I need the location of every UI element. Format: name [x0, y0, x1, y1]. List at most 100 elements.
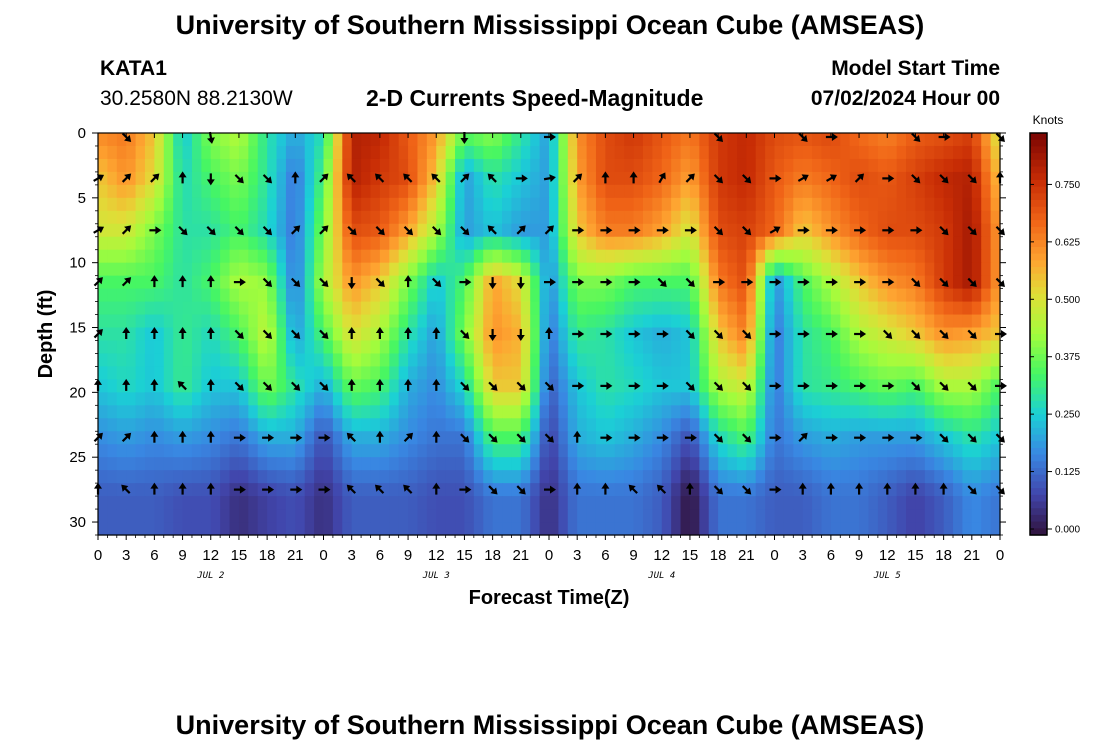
heatmap-cell — [455, 366, 466, 380]
heatmap-cell — [990, 444, 1001, 458]
heatmap-cell — [633, 171, 644, 186]
heatmap-cell — [718, 133, 729, 147]
heatmap-cell — [304, 353, 315, 368]
heatmap-cell — [464, 236, 475, 251]
heatmap-cell — [98, 340, 108, 355]
heatmap-cell — [163, 184, 174, 199]
heatmap-cell — [915, 210, 926, 225]
heatmap-cell — [116, 457, 127, 471]
heatmap-cell — [408, 483, 419, 497]
current-arrow — [713, 132, 724, 142]
heatmap-cell — [953, 133, 964, 147]
heatmap-cell — [285, 197, 296, 212]
heatmap-cell — [567, 522, 578, 536]
heatmap-cell — [558, 483, 569, 497]
heatmap-cell — [389, 223, 400, 238]
heatmap-cell — [962, 405, 973, 419]
heatmap-cell — [915, 444, 926, 458]
heatmap-cell — [718, 340, 729, 355]
heatmap-cell — [173, 431, 184, 445]
heatmap-cell — [210, 353, 221, 368]
heatmap-cell — [398, 327, 409, 342]
heatmap-cell — [708, 418, 719, 432]
heatmap-cell — [924, 133, 935, 147]
heatmap-cell — [126, 301, 137, 316]
heatmap-cell — [98, 158, 108, 173]
heatmap-cell — [342, 457, 353, 471]
heatmap-cell — [934, 158, 945, 173]
current-arrow — [798, 132, 808, 142]
current-arrow — [432, 430, 441, 443]
heatmap-cell — [285, 145, 296, 160]
heatmap-cell — [953, 210, 964, 225]
heatmap-cell — [943, 145, 954, 160]
heatmap-cell — [746, 223, 757, 238]
heatmap-cell — [699, 431, 710, 445]
heatmap-cell — [595, 158, 606, 173]
heatmap-cell — [859, 509, 870, 523]
heatmap-cell — [689, 133, 700, 147]
current-arrow — [713, 225, 724, 236]
heatmap-cell — [361, 210, 372, 225]
heatmap-cell — [699, 249, 710, 264]
heatmap-cell — [549, 509, 559, 523]
heatmap-cell — [614, 249, 625, 264]
heatmap-cell — [821, 457, 832, 471]
heatmap-cell — [699, 444, 710, 458]
heatmap-cell — [379, 327, 390, 342]
heatmap-cell — [436, 522, 447, 536]
x-tick-label: 3 — [573, 547, 581, 564]
heatmap-cell — [971, 314, 982, 329]
heatmap-cell — [464, 145, 475, 160]
heatmap-cell — [445, 301, 456, 316]
heatmap-cell — [520, 275, 531, 290]
heatmap-cell — [586, 470, 597, 484]
heatmap-cell — [530, 223, 541, 238]
heatmap-cell — [783, 184, 794, 199]
heatmap-cell — [802, 340, 813, 355]
heatmap-cell — [483, 314, 494, 329]
heatmap-cell — [755, 392, 766, 406]
heatmap-cell — [361, 262, 372, 277]
heatmap-cell — [793, 301, 804, 316]
heatmap-cell — [539, 249, 550, 264]
heatmap-cell — [408, 223, 419, 238]
heatmap-cell — [934, 353, 945, 368]
heatmap-cell — [671, 366, 682, 380]
heatmap-cell — [426, 418, 437, 432]
heatmap-cell — [530, 249, 541, 264]
heatmap-cell — [680, 171, 691, 186]
heatmap-cell — [107, 379, 118, 393]
heatmap-cell — [126, 288, 137, 303]
heatmap-cell — [567, 145, 578, 160]
x-tick-label: 9 — [404, 547, 412, 564]
heatmap-cell — [746, 184, 757, 199]
heatmap-cell — [783, 223, 794, 238]
heatmap-cell — [962, 133, 973, 147]
current-arrow — [685, 173, 695, 183]
heatmap-cell — [379, 379, 390, 393]
heatmap-cell — [708, 327, 719, 342]
heatmap-cell — [295, 496, 306, 510]
heatmap-cell — [652, 249, 663, 264]
heatmap-cell — [342, 158, 353, 173]
heatmap-cell — [361, 327, 372, 342]
heatmap-cell — [332, 288, 343, 303]
heatmap-cell — [605, 366, 616, 380]
heatmap-cell — [887, 262, 898, 277]
heatmap-cell — [285, 236, 296, 251]
heatmap-cell — [511, 262, 522, 277]
current-arrow — [431, 225, 442, 236]
heatmap-cell — [689, 158, 700, 173]
heatmap-cell — [849, 301, 860, 316]
heatmap-cell — [511, 210, 522, 225]
heatmap-cell — [426, 275, 437, 290]
heatmap-cell — [126, 236, 137, 251]
heatmap-cell — [163, 223, 174, 238]
heatmap-cell — [642, 314, 653, 329]
heatmap-cell — [201, 392, 212, 406]
heatmap-cell — [483, 340, 494, 355]
heatmap-cell — [361, 288, 372, 303]
footer-title: University of Southern Mississippi Ocean… — [175, 710, 925, 740]
heatmap-cell — [502, 223, 513, 238]
